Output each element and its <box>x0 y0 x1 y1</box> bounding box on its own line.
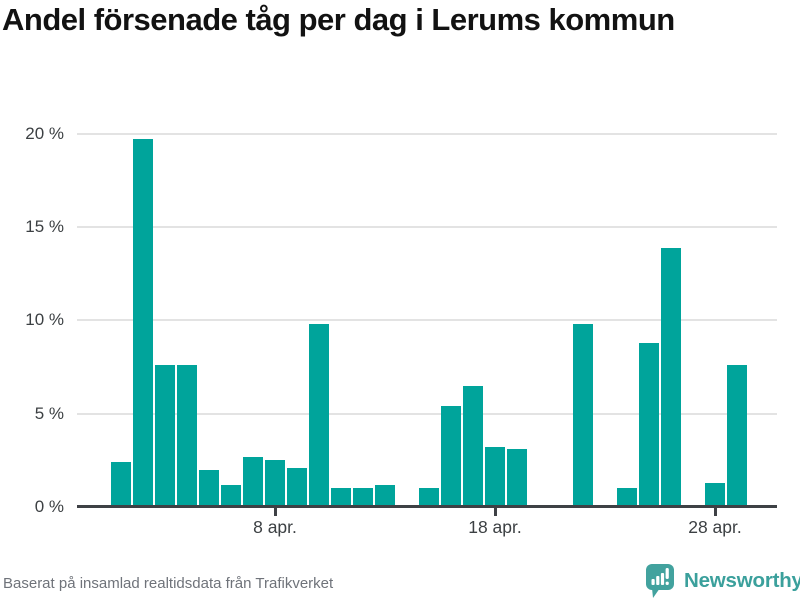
y-axis-label: 10 % <box>25 310 64 330</box>
gridline <box>77 319 777 322</box>
bar-4apr <box>177 365 197 507</box>
x-axis-label: 28 apr. <box>688 517 742 537</box>
bar-12apr <box>353 488 373 507</box>
x-tick-mark <box>273 508 277 516</box>
bar-19apr <box>507 449 527 507</box>
bar-26apr <box>661 247 681 507</box>
x-axis-label: 18 apr. <box>468 517 522 537</box>
bar-5apr <box>199 469 219 507</box>
gridline <box>77 225 777 228</box>
y-axis-label: 5 % <box>34 403 64 423</box>
bar-15apr <box>419 488 439 507</box>
gridline <box>77 412 777 415</box>
bar-13apr <box>375 484 395 507</box>
x-axis-label: 8 apr. <box>253 517 297 537</box>
bar-chart-speech-bubble-icon <box>645 563 675 599</box>
bar-22apr <box>573 324 593 507</box>
bar-29apr <box>727 365 747 507</box>
page-title: Andel försenade tåg per dag i Lerums kom… <box>2 2 675 37</box>
gridline <box>77 132 777 135</box>
x-tick-mark <box>713 508 717 516</box>
bar-7apr <box>243 456 263 507</box>
brand-name: Newsworthy <box>684 569 800 592</box>
bar-17apr <box>463 385 483 507</box>
plot-area <box>77 100 777 507</box>
bar-18apr <box>485 447 505 507</box>
bar-2apr <box>133 139 153 507</box>
y-axis-label: 15 % <box>25 216 64 236</box>
bar-6apr <box>221 484 241 507</box>
y-axis-label: 0 % <box>34 497 64 516</box>
source-note: Baserat på insamlad realtidsdata från Tr… <box>3 575 334 592</box>
bar-3apr <box>155 365 175 507</box>
bar-8apr <box>265 460 285 507</box>
bar-24apr <box>617 488 637 507</box>
bar-10apr <box>309 324 329 507</box>
bar-25apr <box>639 342 659 507</box>
y-axis-label: 20 % <box>25 123 64 143</box>
x-axis-line <box>77 505 777 508</box>
bar-16apr <box>441 406 461 507</box>
bar-11apr <box>331 488 351 507</box>
bar-9apr <box>287 467 307 507</box>
brand-logo: Newsworthy <box>645 562 800 600</box>
bar-28apr <box>705 482 725 507</box>
x-tick-mark <box>493 508 497 516</box>
bar-1apr <box>111 462 131 507</box>
